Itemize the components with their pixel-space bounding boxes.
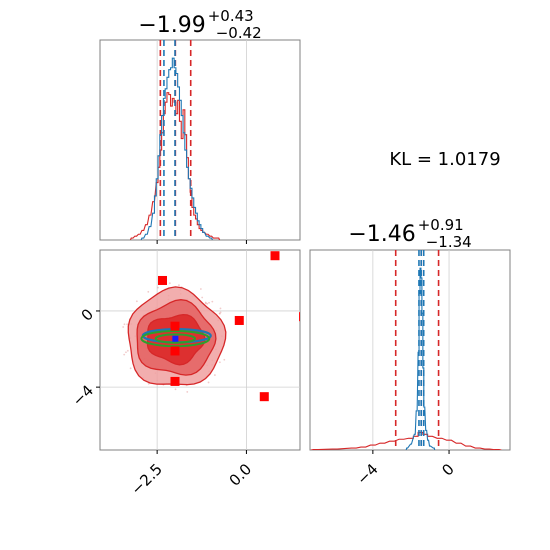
sample-point xyxy=(211,300,214,303)
kl-annotation: KL = 1.0179 xyxy=(389,149,500,170)
tick-x-label-1: 0 xyxy=(438,460,457,479)
panel-bottom-left: −2.5 0.0 0 −4 xyxy=(69,249,301,499)
title-main-2: −1.46 xyxy=(348,222,415,247)
sample-point xyxy=(147,290,150,293)
blue-marker xyxy=(172,335,179,342)
sample-point xyxy=(219,307,222,310)
panel-bottom-right-title: −1.46 +0.91 −1.34 xyxy=(348,216,471,251)
sample-point xyxy=(126,349,129,352)
sample-point xyxy=(218,312,221,315)
sample-point xyxy=(178,284,180,287)
sample-point xyxy=(135,300,138,303)
panel-bottom-right-grid xyxy=(372,250,450,450)
red-square-5 xyxy=(170,346,180,356)
sample-point xyxy=(204,302,207,305)
sample-point xyxy=(129,367,132,370)
panel-bottom-right-frame xyxy=(309,249,511,451)
red-square-7 xyxy=(259,392,269,402)
sample-point xyxy=(206,302,209,305)
title-sub-0: −0.42 xyxy=(216,24,262,42)
tick-y-label-0: 0 xyxy=(78,305,97,324)
sample-point xyxy=(186,391,189,393)
sample-point xyxy=(122,326,125,328)
sample-point xyxy=(174,388,177,391)
tick-x-label-1: 0.0 xyxy=(226,460,256,490)
green-ellipse-0 xyxy=(140,329,211,348)
red-square-6 xyxy=(170,376,180,386)
histogram-series-1 xyxy=(405,267,436,450)
sample-point xyxy=(218,361,221,364)
sample-point xyxy=(213,374,216,376)
panel-bottom-right: −4 0 −1.46 +0.91 −1.34 xyxy=(309,216,511,488)
sample-point xyxy=(168,282,171,285)
title-sup-0: +0.43 xyxy=(208,7,254,25)
tick-x-label-0: −4 xyxy=(353,460,381,488)
green-ellipse-1 xyxy=(154,333,197,344)
panel-bottom-right-ticks: −4 0 xyxy=(353,450,458,488)
histogram-series-1 xyxy=(140,57,213,240)
title-sup-2: +0.91 xyxy=(418,216,464,234)
panel-top-left-grid xyxy=(156,40,247,240)
panel-top-left-frame xyxy=(99,39,301,241)
histogram-series-0 xyxy=(310,431,502,450)
red-square-4 xyxy=(299,312,300,322)
panel-bottom-right-histograms xyxy=(310,250,502,450)
sample-point xyxy=(157,286,159,289)
sample-point xyxy=(207,381,210,384)
red-square-1 xyxy=(270,251,280,261)
sample-point xyxy=(125,351,127,354)
panel-top-left-histograms xyxy=(129,40,221,240)
panel-bottom-left-contours xyxy=(122,251,300,402)
panel-top-left-title: −1.99 +0.43 −0.42 xyxy=(138,7,261,42)
red-square-0 xyxy=(158,275,167,285)
red-square-2 xyxy=(170,321,180,331)
sample-point xyxy=(123,323,126,326)
tick-y-label-1: −4 xyxy=(69,381,97,409)
sample-point xyxy=(201,296,204,299)
panel-top-left-ticks xyxy=(156,240,247,244)
sample-point xyxy=(208,301,210,304)
red-square-3 xyxy=(234,315,244,325)
sample-point xyxy=(219,311,222,314)
title-sub-2: −1.34 xyxy=(426,233,472,251)
title-main-0: −1.99 xyxy=(138,13,205,38)
sample-point xyxy=(199,288,202,290)
sample-point xyxy=(147,382,150,385)
sample-point xyxy=(123,353,126,356)
sample-point xyxy=(126,323,129,326)
tick-x-label-0: −2.5 xyxy=(127,460,165,498)
panel-top-left: −1.99 +0.43 −0.42 xyxy=(99,7,301,244)
sample-point xyxy=(223,358,226,361)
